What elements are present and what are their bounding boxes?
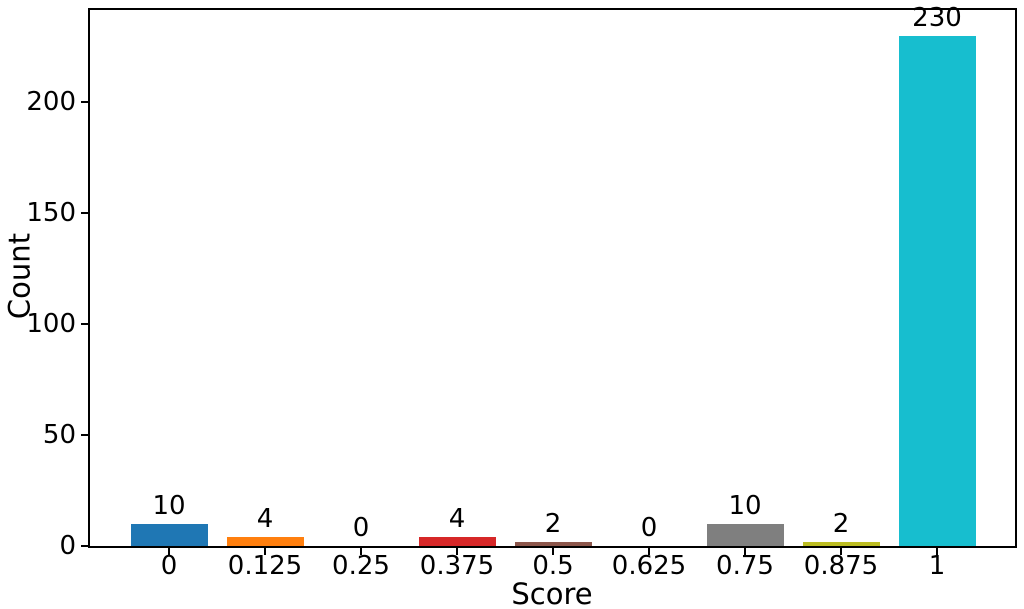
bar-0 — [130, 524, 208, 546]
bar-0.5 — [514, 542, 592, 546]
y-tick-mark — [81, 212, 88, 215]
x-tick-mark — [840, 548, 842, 555]
x-tick-label-0.375: 0.375 — [419, 551, 495, 581]
y-tick-mark — [81, 434, 88, 437]
bar-value-label-0.625: 0 — [640, 513, 658, 543]
bar-value-label-0.375: 4 — [448, 504, 466, 534]
y-tick-label-100: 100 — [26, 309, 76, 340]
x-tick-mark — [744, 548, 746, 555]
bar-value-label-0.125: 4 — [256, 504, 274, 534]
bar-value-label-1: 230 — [912, 3, 962, 33]
x-tick-mark — [264, 548, 266, 555]
y-tick-label-200: 200 — [26, 87, 76, 118]
bar-0.875 — [802, 542, 880, 546]
x-tick-label-0.625: 0.625 — [611, 551, 687, 581]
x-tick-mark — [360, 548, 362, 555]
bar-value-label-0: 10 — [152, 491, 186, 521]
bar-value-label-0.5: 2 — [544, 509, 562, 539]
bar-value-label-0.875: 2 — [832, 509, 850, 539]
x-tick-label-0.5: 0.5 — [532, 551, 574, 581]
y-tick-label-50: 50 — [42, 420, 76, 451]
x-tick-label-1: 1 — [928, 551, 946, 581]
x-tick-label-0.125: 0.125 — [227, 551, 303, 581]
bar-value-label-0.75: 10 — [728, 491, 762, 521]
x-tick-label-0: 0 — [160, 551, 178, 581]
bar-0.375 — [418, 537, 496, 546]
x-axis-label: Score — [511, 577, 593, 609]
y-tick-mark — [81, 545, 88, 547]
x-tick-mark — [168, 548, 170, 555]
y-tick-mark — [81, 101, 88, 104]
x-tick-label-0.25: 0.25 — [332, 551, 390, 581]
y-tick-label-0: 0 — [59, 531, 76, 561]
y-axis-label: Count — [2, 232, 37, 320]
x-tick-mark — [456, 548, 458, 555]
y-tick-mark — [81, 323, 88, 326]
x-tick-label-0.75: 0.75 — [716, 551, 774, 581]
x-tick-mark — [648, 548, 650, 555]
x-tick-mark — [552, 548, 554, 555]
bar-0.125 — [226, 537, 304, 546]
y-tick-label-150: 150 — [26, 198, 76, 229]
x-tick-mark — [936, 548, 938, 555]
bar-value-label-0.25: 0 — [352, 513, 370, 543]
bar-0.75 — [706, 524, 784, 546]
x-tick-label-0.875: 0.875 — [803, 551, 879, 581]
plot-area: 10 4 0 4 2 0 10 2 230 — [88, 3, 1017, 548]
bar-1 — [898, 36, 976, 546]
